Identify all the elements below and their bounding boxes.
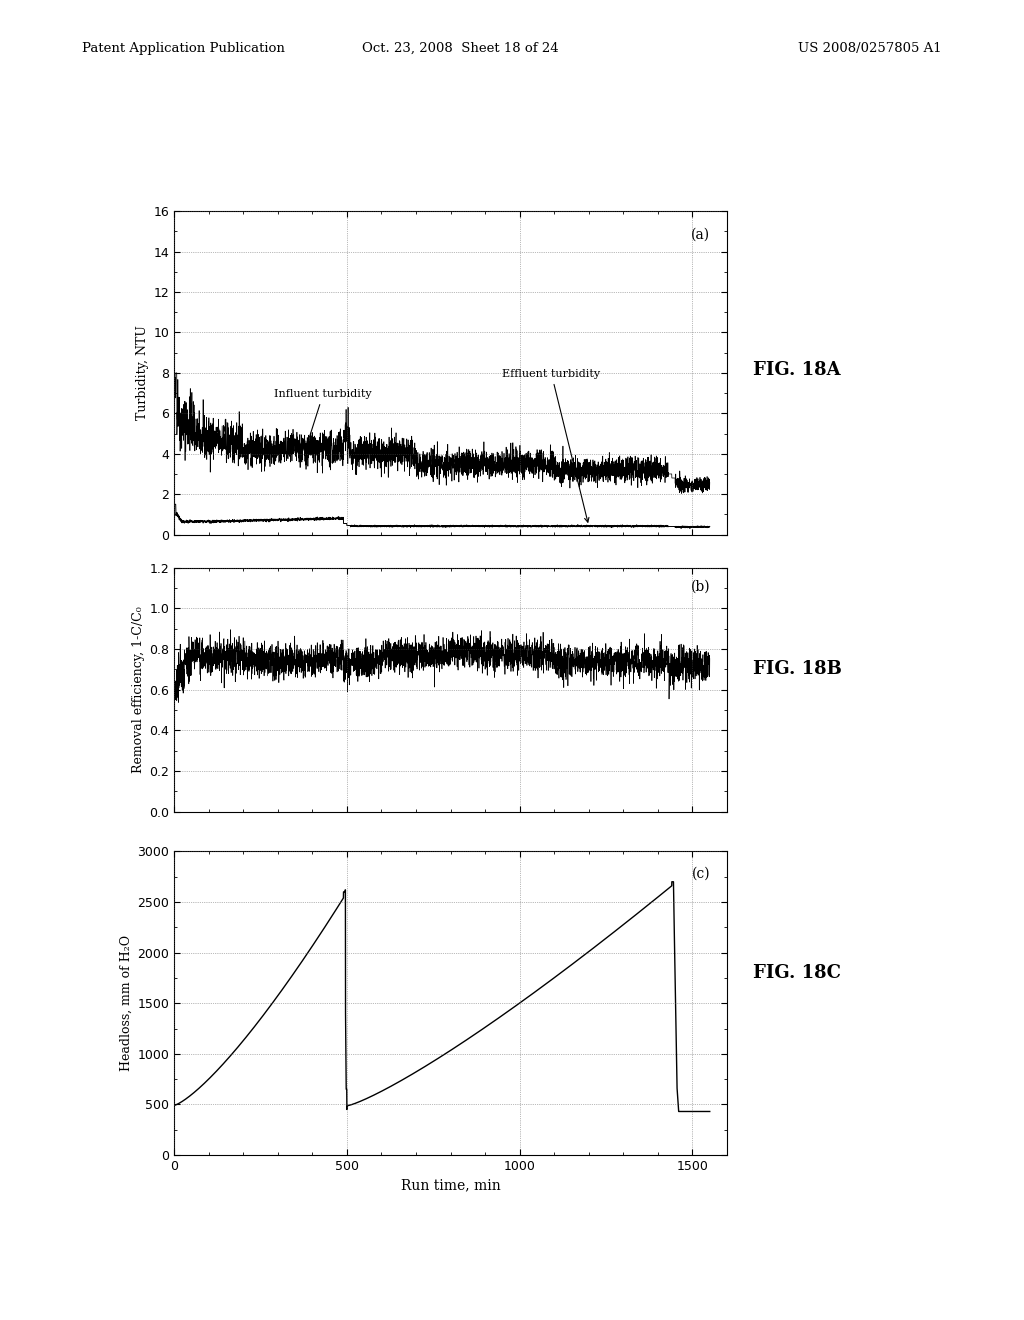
Text: FIG. 18B: FIG. 18B (753, 660, 842, 678)
Text: Effluent turbidity: Effluent turbidity (503, 370, 600, 523)
Text: (b): (b) (691, 579, 711, 594)
Text: Patent Application Publication: Patent Application Publication (82, 42, 285, 55)
Y-axis label: Headloss, mm of H₂O: Headloss, mm of H₂O (120, 935, 133, 1072)
Text: (c): (c) (692, 867, 711, 880)
Text: FIG. 18C: FIG. 18C (753, 964, 841, 982)
Text: Oct. 23, 2008  Sheet 18 of 24: Oct. 23, 2008 Sheet 18 of 24 (362, 42, 559, 55)
Text: FIG. 18A: FIG. 18A (753, 360, 841, 379)
Text: (a): (a) (691, 227, 711, 242)
Y-axis label: Turbidity, NTU: Turbidity, NTU (136, 326, 150, 420)
X-axis label: Run time, min: Run time, min (400, 1179, 501, 1192)
Text: US 2008/0257805 A1: US 2008/0257805 A1 (799, 42, 942, 55)
Y-axis label: Removal efficiency, 1-C/C₀: Removal efficiency, 1-C/C₀ (132, 606, 145, 774)
Text: Influent turbidity: Influent turbidity (274, 389, 372, 446)
